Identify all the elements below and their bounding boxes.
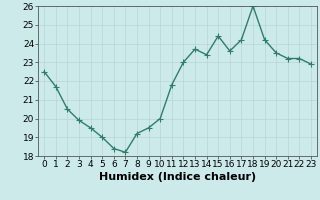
- X-axis label: Humidex (Indice chaleur): Humidex (Indice chaleur): [99, 172, 256, 182]
